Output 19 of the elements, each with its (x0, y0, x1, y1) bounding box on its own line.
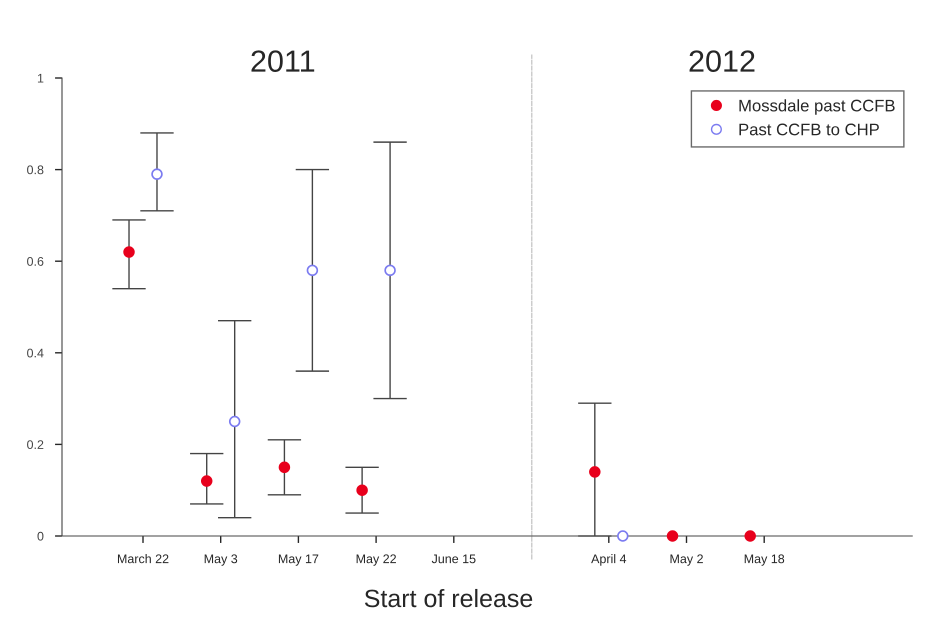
x-tick-label: May 17 (278, 554, 318, 566)
y-tick-label: 0 (37, 532, 44, 541)
x-tick-label: April 4 (591, 554, 626, 566)
x-tick-label: May 22 (356, 554, 396, 566)
legend-label: Mossdale past CCFB (739, 99, 895, 115)
x-tick-label: June 15 (432, 554, 476, 564)
y-tick-label: 0.6 (27, 257, 44, 266)
y-tick-label: 0.4 (27, 348, 44, 358)
x-tick-label: May 3 (204, 554, 238, 566)
x-tick-label: May 2 (670, 554, 703, 566)
y-tick-label: 0.2 (27, 440, 44, 450)
y-tick-label: 1 (38, 74, 44, 83)
x-axis-title: Start of release (364, 588, 532, 608)
x-tick-label: March 22 (118, 554, 168, 564)
chart-title: 2012 (690, 50, 754, 72)
legend-label: Past CCFB to CHP (739, 124, 879, 136)
chart-title: 2011 (251, 50, 314, 72)
y-tick-label: 0.8 (27, 165, 44, 174)
x-tick-label: May 18 (744, 554, 784, 566)
